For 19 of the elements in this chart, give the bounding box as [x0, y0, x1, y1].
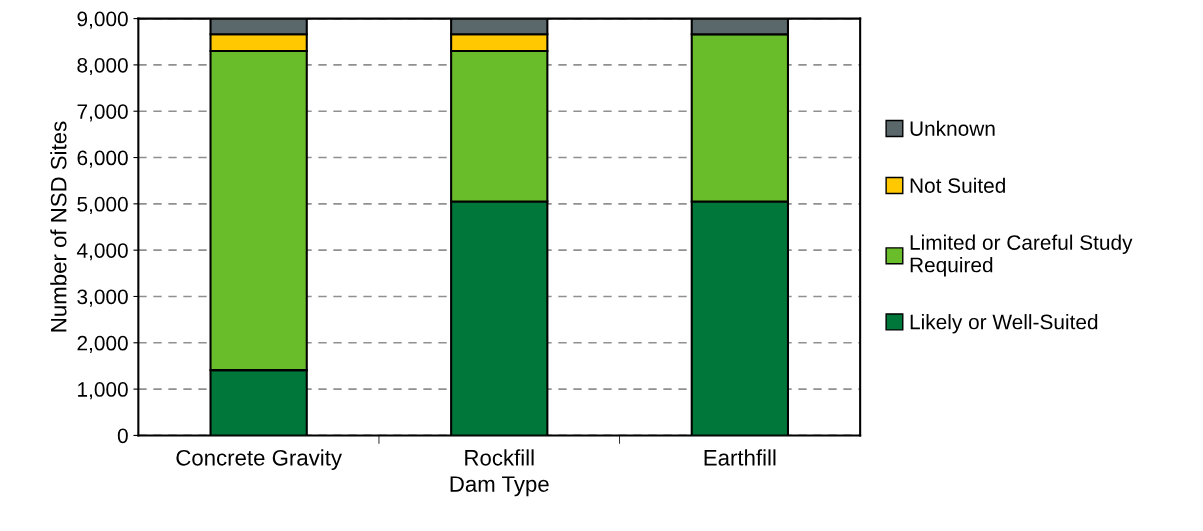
y-tick-label: 0 [117, 428, 128, 444]
x-tick-label: Concrete Gravity [176, 449, 342, 471]
y-tick-label: 5,000 [77, 196, 128, 215]
x-tick-label: Earthfill [704, 449, 776, 466]
y-tick-label: 6,000 [77, 150, 128, 168]
y-tick-label: 1,000 [78, 382, 128, 400]
legend-label: Likely or Well-Suited [910, 314, 1098, 334]
legend-label: Not Suited [910, 177, 1005, 193]
y-tick-label: 4,000 [76, 243, 128, 261]
legend-label: Unknown [910, 120, 995, 136]
y-tick-label: 2,000 [77, 335, 128, 353]
x-tick-label: Rockfill [465, 449, 534, 466]
y-axis-title: Number of NSD Sites [50, 121, 67, 332]
y-tick-label: 8,000 [77, 57, 128, 76]
y-tick-label: 3,000 [77, 289, 128, 307]
y-tick-label: 9,000 [77, 11, 128, 29]
legend-label: Limited or Careful Study Required [910, 234, 1133, 277]
y-tick-label: 7,000 [77, 104, 128, 122]
x-axis-title: Dam Type [450, 476, 549, 497]
